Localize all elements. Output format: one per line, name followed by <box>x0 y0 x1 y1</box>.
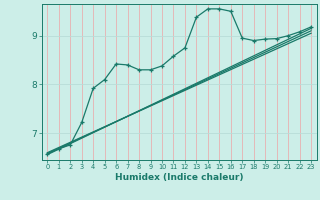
X-axis label: Humidex (Indice chaleur): Humidex (Indice chaleur) <box>115 173 244 182</box>
